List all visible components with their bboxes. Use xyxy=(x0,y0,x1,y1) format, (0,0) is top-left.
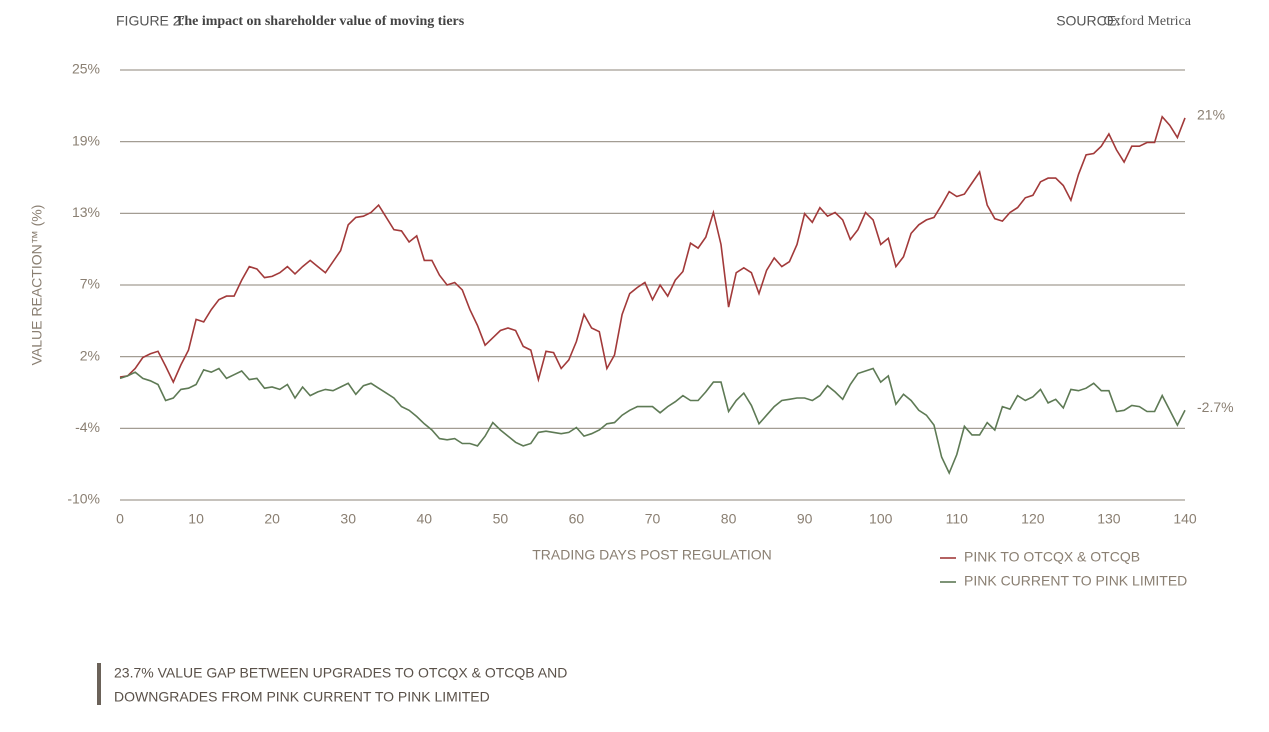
x-tick-label: 30 xyxy=(340,511,356,527)
source-label: SOURCE: xyxy=(1056,13,1120,29)
x-tick-label: 90 xyxy=(797,511,813,527)
x-tick-label: 70 xyxy=(645,511,661,527)
x-tick-label: 140 xyxy=(1173,511,1197,527)
y-tick-label: 7% xyxy=(80,276,100,292)
x-tick-label: 60 xyxy=(569,511,585,527)
callout-line: DOWNGRADES FROM PINK CURRENT TO PINK LIM… xyxy=(114,689,490,705)
x-tick-label: 40 xyxy=(416,511,432,527)
y-axis-label: VALUE REACTION™ (%) xyxy=(29,205,45,366)
x-tick-label: 80 xyxy=(721,511,737,527)
end-label: -2.7% xyxy=(1197,399,1234,415)
y-tick-label: 13% xyxy=(72,204,100,220)
legend-label: PINK TO OTCQX & OTCQB xyxy=(964,549,1140,565)
callout-line: 23.7% VALUE GAP BETWEEN UPGRADES TO OTCQ… xyxy=(114,665,567,681)
y-tick-label: 2% xyxy=(80,347,100,363)
x-tick-label: 130 xyxy=(1097,511,1121,527)
x-tick-label: 120 xyxy=(1021,511,1045,527)
x-tick-label: 50 xyxy=(493,511,509,527)
x-tick-label: 0 xyxy=(116,511,124,527)
series-line xyxy=(119,115,1186,385)
callout-bar xyxy=(97,663,101,705)
figure-label: FIGURE 2: xyxy=(116,13,184,29)
y-tick-label: 25% xyxy=(72,61,100,77)
y-tick-label: 19% xyxy=(72,132,100,148)
y-tick-label: -10% xyxy=(67,491,100,507)
x-tick-label: 110 xyxy=(946,511,969,527)
chart-title: The impact on shareholder value of movin… xyxy=(175,14,465,29)
x-tick-label: 100 xyxy=(869,511,893,527)
legend-label: PINK CURRENT TO PINK LIMITED xyxy=(964,573,1187,589)
x-axis-label: TRADING DAYS POST REGULATION xyxy=(532,547,772,563)
source: Oxford Metrica xyxy=(1104,14,1192,29)
series-line xyxy=(119,367,1186,475)
end-label: 21% xyxy=(1197,107,1225,123)
x-tick-label: 10 xyxy=(188,511,204,527)
x-tick-label: 20 xyxy=(264,511,280,527)
y-tick-label: -4% xyxy=(75,419,100,435)
